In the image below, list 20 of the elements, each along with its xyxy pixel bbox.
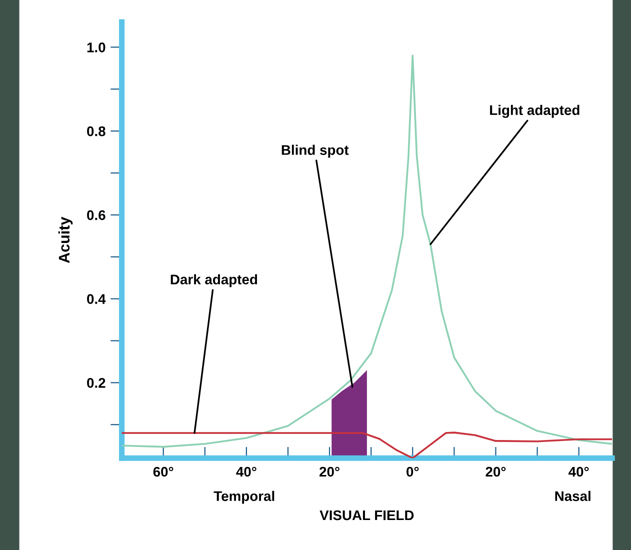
x-tick-label: 20° [320,466,340,477]
x-tick-label: 40° [236,466,256,477]
x-tick-label: 60° [153,466,174,477]
y-tick-label: 0.2 [87,378,106,388]
x-tick-label: 20° [486,466,506,477]
annotation: Blind spot [282,144,349,158]
line-series [122,54,612,448]
line-series [122,432,612,458]
annotation: Dark adapted [170,274,258,288]
x-tick-label: 40° [568,466,589,477]
text: Nasal [555,490,590,502]
y-tick-label: 0.6 [87,210,106,220]
x-axis-title: VISUAL FIELD [320,510,414,520]
y-tick-label: 0.4 [87,294,106,304]
annotation: Light adapted [490,104,580,118]
y-tick-label: 1.0 [87,42,106,52]
y-axis-title: Acuity [58,216,73,264]
x-tick-label: 0° [406,466,419,477]
text: Temporal [214,490,274,504]
y-tick-label: 0.8 [87,126,106,136]
